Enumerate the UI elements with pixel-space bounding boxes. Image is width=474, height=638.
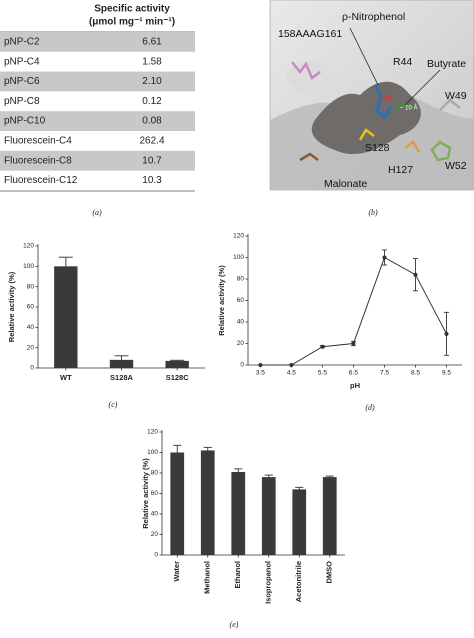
y-tick-label: 0 (30, 365, 34, 372)
point (444, 331, 449, 336)
table-cell: 1.58 (142, 56, 162, 67)
structure-label: R44 (393, 56, 412, 68)
structure-label: S128 (365, 142, 390, 154)
point (413, 272, 418, 277)
row-shade (0, 71, 195, 92)
table-cell: 10.3 (142, 175, 162, 186)
x-tick-label: WT (60, 373, 72, 382)
x-tick-label: S128A (110, 373, 134, 382)
structure-label: W49 (445, 90, 467, 102)
caption: (b) (368, 208, 378, 217)
structure-label: ~ 10 Å (400, 105, 418, 112)
y-axis-label: Relative activity (%) (141, 458, 150, 529)
point (320, 344, 325, 349)
structure-image: 158AAAG161 ρ-Nitrophenol R44 Butyrate ~ … (269, 0, 474, 191)
table-header: Specific activity (94, 4, 170, 15)
row-shade (0, 32, 195, 52)
x-tick-label: 6.5 (349, 370, 358, 377)
table-cell: pNP-C6 (4, 76, 40, 87)
point (382, 255, 387, 260)
caption: (a) (92, 208, 102, 217)
bar (322, 477, 337, 555)
y-tick-label: 20 (237, 340, 245, 347)
caption: (d) (365, 403, 375, 412)
bar (165, 360, 189, 368)
y-tick-label: 100 (233, 254, 244, 261)
y-tick-label: 120 (147, 429, 158, 436)
y-tick-label: 120 (233, 233, 244, 240)
y-tick-label: 40 (237, 319, 245, 326)
point (351, 341, 356, 346)
table-cell: 0.12 (142, 96, 162, 107)
bar (109, 359, 134, 368)
y-axis-label: Relative activity (%) (217, 265, 226, 336)
structure-label: H127 (388, 164, 413, 176)
y-tick-label: 60 (151, 490, 159, 497)
table-header: (μmol mg⁻¹ min⁻¹) (89, 17, 175, 28)
x-tick-label: 9.5 (442, 370, 451, 377)
table-cell: Fluorescein-C8 (4, 155, 72, 166)
table-cell: 6.61 (142, 37, 162, 48)
structure-label: 158AAAG161 (278, 28, 342, 40)
table-cell: pNP-C10 (4, 116, 46, 127)
y-tick-label: 0 (240, 362, 244, 369)
x-tick-label: 4.5 (287, 370, 296, 377)
y-tick-label: 0 (154, 552, 158, 559)
x-tick-label: 8.5 (411, 370, 420, 377)
y-tick-label: 100 (23, 263, 34, 270)
x-tick-label: Ethanol (233, 561, 242, 589)
table-cell: 262.4 (139, 136, 164, 147)
table-cell: pNP-C2 (4, 37, 40, 48)
caption: (c) (109, 400, 118, 409)
x-tick-label: Water (172, 561, 181, 582)
bar (54, 266, 78, 368)
bar (261, 477, 276, 555)
structure-label: Malonate (324, 178, 367, 190)
x-tick-label: 7.5 (380, 370, 389, 377)
table-cell: Fluorescein-C4 (4, 136, 72, 147)
y-tick-label: 100 (147, 449, 158, 456)
y-tick-label: 60 (237, 297, 245, 304)
x-tick-label: S128C (166, 373, 190, 382)
y-tick-label: 80 (27, 283, 35, 290)
x-axis-label: pH (350, 381, 360, 390)
point (289, 363, 294, 367)
table-cell: Fluorescein-C12 (4, 175, 78, 186)
table-cell: pNP-C4 (4, 56, 40, 67)
y-tick-label: 40 (27, 324, 35, 331)
bar (292, 489, 307, 555)
y-tick-label: 20 (151, 531, 159, 538)
y-tick-label: 40 (151, 511, 159, 518)
structure-label: W52 (445, 160, 467, 172)
y-axis-label: Relative activity (%) (7, 271, 16, 342)
table-cell: 0.08 (142, 116, 162, 127)
line (260, 256, 447, 366)
bar (231, 471, 246, 555)
y-tick-label: 20 (27, 344, 35, 351)
caption: (e) (230, 620, 239, 629)
row-shade (0, 111, 195, 131)
point (258, 363, 263, 367)
y-tick-label: 60 (27, 304, 35, 311)
table-cell: 2.10 (142, 76, 162, 87)
bar (200, 450, 215, 555)
x-tick-label: Isopropanol (264, 561, 273, 604)
x-tick-label: Methanol (203, 561, 212, 594)
table-cell: 10.7 (142, 155, 162, 166)
y-tick-label: 80 (151, 470, 159, 477)
x-tick-label: Acetonitrile (294, 561, 303, 602)
x-tick-label: 3.5 (256, 370, 265, 377)
table-cell: pNP-C8 (4, 96, 40, 107)
structure-label: ρ-Nitrophenol (342, 11, 405, 23)
x-tick-label: DMSO (325, 561, 334, 584)
bar (170, 452, 185, 555)
y-tick-label: 80 (237, 276, 245, 283)
structure-label: Butyrate (427, 58, 466, 70)
x-tick-label: 5.5 (318, 370, 327, 377)
y-tick-label: 120 (23, 243, 34, 250)
row-shade (0, 150, 195, 171)
